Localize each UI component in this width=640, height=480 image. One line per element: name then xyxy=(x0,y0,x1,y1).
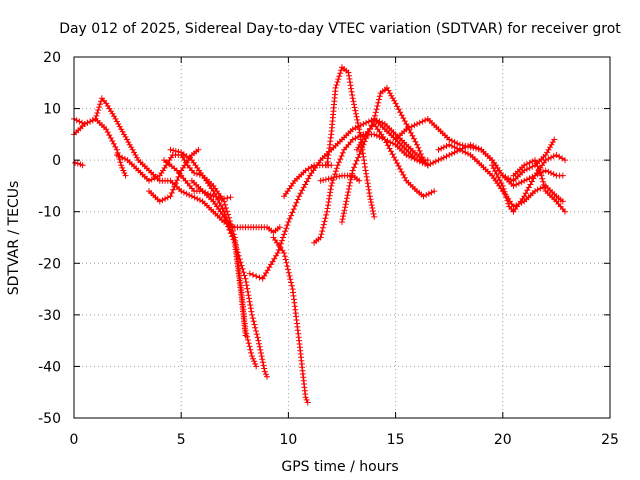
series-arc-5 xyxy=(146,146,202,205)
series-markers xyxy=(317,172,363,184)
series-arc-21 xyxy=(510,157,568,215)
y-tick-label: 10 xyxy=(43,102,61,118)
x-tick-label: 0 xyxy=(70,432,79,448)
x-tick-label: 20 xyxy=(494,432,512,448)
x-tick-label: 25 xyxy=(601,432,619,448)
y-tick-label: -50 xyxy=(38,411,61,427)
x-tick-label: 10 xyxy=(279,432,297,448)
x-axis-label: GPS time / hours xyxy=(281,459,398,475)
series-markers xyxy=(188,177,270,380)
series-markers xyxy=(339,84,431,225)
x-tick-label: 5 xyxy=(177,432,186,448)
series-markers xyxy=(311,131,431,246)
series-arc-10 xyxy=(270,234,311,406)
series-markers xyxy=(392,115,558,184)
series-arc-18 xyxy=(392,115,558,184)
y-tick-label: -10 xyxy=(38,205,61,221)
y-axis-label: SDTVAR / TECUs xyxy=(6,181,22,296)
axis-ticks: 0 5 10 15 20 25 -50 -40 -30 -20 -10 0 10 20 xyxy=(38,50,619,448)
series-markers xyxy=(354,121,438,200)
chart-title: Day 012 of 2025, Sidereal Day-to-day VTE… xyxy=(59,21,621,37)
y-tick-label: -40 xyxy=(38,359,61,375)
series-arc-1 xyxy=(72,159,86,169)
series-arc-13 xyxy=(317,172,363,184)
series-arc-12 xyxy=(311,131,431,246)
series-markers xyxy=(72,159,86,169)
series-markers xyxy=(489,152,568,215)
series-markers xyxy=(270,234,311,406)
series-markers xyxy=(146,146,202,205)
y-tick-label: -30 xyxy=(38,308,61,324)
series-arc-15 xyxy=(339,84,431,225)
series-arc-20 xyxy=(489,152,568,215)
x-tick-label: 15 xyxy=(387,432,405,448)
y-tick-label: -20 xyxy=(38,256,61,272)
series-arc-19 xyxy=(435,141,566,210)
data-series xyxy=(71,64,568,406)
series-arc-16 xyxy=(354,121,438,200)
grid xyxy=(74,57,610,418)
series-arc-8 xyxy=(188,177,270,380)
series-arc-14 xyxy=(324,64,378,220)
plot-frame xyxy=(73,56,611,419)
series-markers xyxy=(324,64,378,220)
y-tick-label: 0 xyxy=(52,153,61,169)
series-markers xyxy=(510,157,568,215)
y-tick-label: 20 xyxy=(43,50,61,66)
series-markers xyxy=(435,141,566,210)
